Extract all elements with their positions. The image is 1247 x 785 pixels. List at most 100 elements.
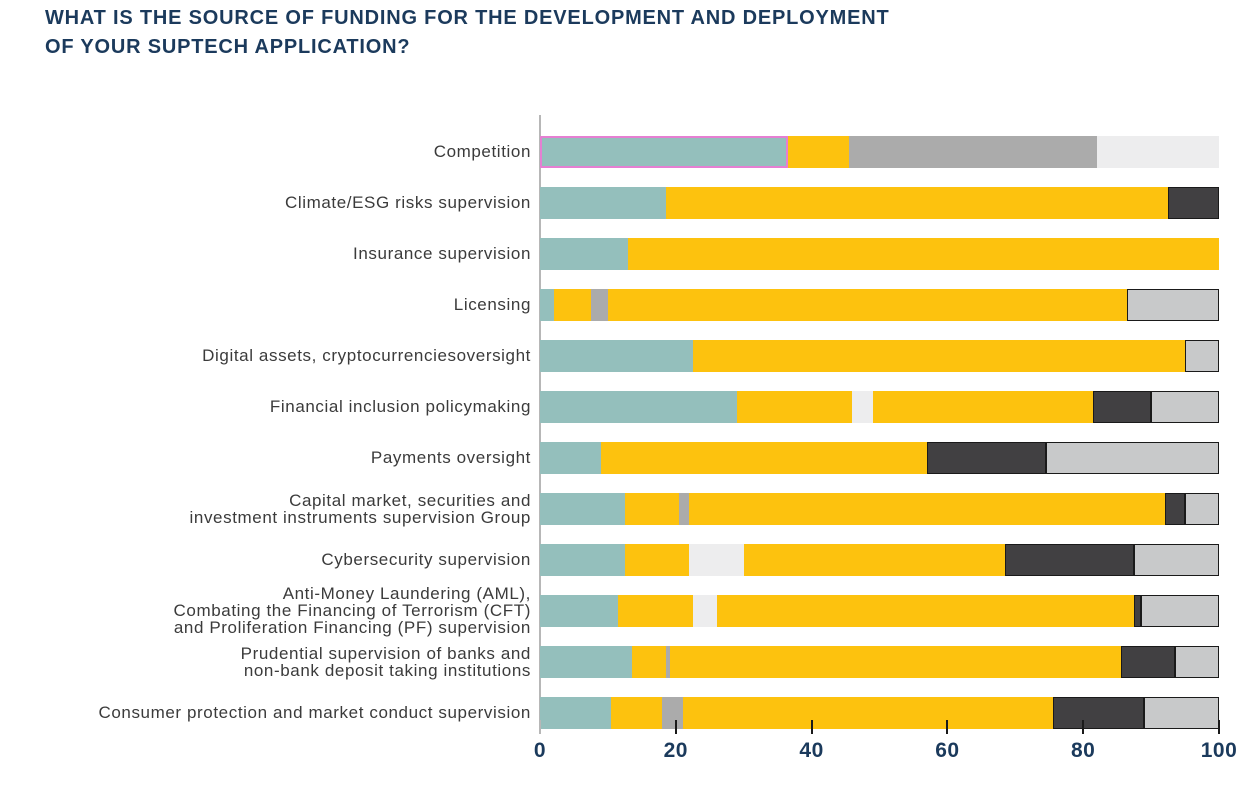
category-label: Insurance supervision (353, 244, 531, 263)
bar-segment-teal[interactable] (540, 492, 625, 525)
bar-row: Capital market, securities and investmen… (22, 483, 1219, 534)
bar-row: Cybersecurity supervision (22, 534, 1219, 585)
category-label: Cybersecurity supervision (321, 550, 531, 569)
bar-track (540, 135, 1219, 168)
bar-segment-yellow[interactable] (689, 492, 1165, 525)
bar-segment-yellow[interactable] (611, 696, 663, 729)
category-label: Payments oversight (370, 448, 531, 467)
bar-segment-yellow[interactable] (787, 135, 849, 168)
bar-segment-silver[interactable] (1127, 288, 1219, 321)
bar-track (540, 390, 1219, 423)
bar-segment-yellow[interactable] (716, 594, 1135, 627)
bar-row: Consumer protection and market conduct s… (22, 687, 1219, 738)
bar-segment-teal[interactable] (540, 543, 625, 576)
bar-row: Insurance supervision (22, 228, 1219, 279)
bar-row: Climate/ESG risks supervision (22, 177, 1219, 228)
bar-segment-teal[interactable] (540, 696, 612, 729)
category-label: Consumer protection and market conduct s… (98, 703, 531, 722)
x-axis-tick-label: 80 (1071, 739, 1096, 762)
bar-segment-palegray[interactable] (692, 594, 717, 627)
bar-segment-yellow[interactable] (743, 543, 1006, 576)
bar-segment-teal[interactable] (540, 645, 632, 678)
category-label: Anti-Money Laundering (AML), Combating t… (173, 584, 531, 637)
bar-track (540, 645, 1219, 678)
bar-segment-charcoal[interactable] (1164, 492, 1186, 525)
funding-stacked-bar-chart: Competition Climate/ESG risks supervision… (0, 115, 1247, 775)
bar-row: Payments oversight (22, 432, 1219, 483)
category-label: Digital assets, cryptocurrenciesoversigh… (202, 346, 531, 365)
bar-segment-gray[interactable] (590, 288, 608, 321)
bar-track (540, 696, 1219, 729)
bar-segment-gray[interactable] (679, 492, 690, 525)
bar-track (540, 288, 1219, 321)
bar-segment-charcoal[interactable] (1134, 594, 1141, 627)
bar-segment-yellow[interactable] (618, 594, 693, 627)
category-label: Capital market, securities and investmen… (189, 490, 531, 527)
bar-segment-silver[interactable] (1185, 339, 1219, 372)
bar-segment-yellow[interactable] (692, 339, 1186, 372)
bar-segment-silver[interactable] (1134, 543, 1219, 576)
x-axis-tick (1082, 720, 1085, 734)
bar-rows: Competition Climate/ESG risks supervision… (22, 126, 1219, 738)
bar-row: Competition (22, 126, 1219, 177)
category-label: Financial inclusion policymaking (269, 397, 531, 416)
bar-segment-teal[interactable] (540, 288, 554, 321)
bar-segment-gray[interactable] (848, 135, 1097, 168)
bar-segment-silver[interactable] (1045, 441, 1219, 474)
bar-segment-silver[interactable] (1185, 492, 1219, 525)
bar-segment-teal-selected[interactable] (540, 135, 788, 168)
bar-segment-yellow[interactable] (682, 696, 1053, 729)
bar-segment-teal[interactable] (540, 237, 629, 270)
bar-segment-gray[interactable] (662, 696, 683, 729)
bar-segment-charcoal[interactable] (1120, 645, 1175, 678)
bar-segment-yellow[interactable] (872, 390, 1094, 423)
x-axis-tick-label: 60 (935, 739, 960, 762)
bar-track (540, 186, 1219, 219)
bar-segment-charcoal[interactable] (1005, 543, 1135, 576)
bar-segment-silver[interactable] (1144, 696, 1219, 729)
bar-segment-charcoal[interactable] (1093, 390, 1152, 423)
bar-segment-yellow[interactable] (624, 492, 680, 525)
x-axis-tick (946, 720, 949, 734)
bar-segment-teal[interactable] (540, 594, 619, 627)
x-axis-tick-label: 40 (799, 739, 824, 762)
category-label: Prudential supervision of banks and non-… (240, 643, 531, 680)
bar-segment-charcoal[interactable] (1052, 696, 1145, 729)
bar-segment-charcoal[interactable] (1168, 186, 1219, 219)
bar-segment-yellow[interactable] (553, 288, 591, 321)
bar-segment-yellow[interactable] (607, 288, 1128, 321)
chart-title: WHAT IS THE SOURCE OF FUNDING FOR THE DE… (45, 7, 890, 58)
bar-segment-palegray[interactable] (1096, 135, 1219, 168)
bar-track (540, 594, 1219, 627)
bar-segment-yellow[interactable] (631, 645, 666, 678)
bar-segment-charcoal[interactable] (927, 441, 1046, 474)
bar-track (540, 339, 1219, 372)
bar-segment-gray[interactable] (665, 645, 671, 678)
bar-row: Digital assets, cryptocurrenciesoversigh… (22, 330, 1219, 381)
bar-segment-teal[interactable] (540, 339, 693, 372)
bar-track (540, 492, 1219, 525)
bar-segment-teal[interactable] (540, 186, 666, 219)
category-label: Licensing (453, 295, 531, 314)
y-axis-line (539, 115, 541, 732)
bar-segment-palegray[interactable] (852, 390, 873, 423)
x-axis-tick (539, 720, 541, 734)
bar-segment-yellow[interactable] (624, 543, 690, 576)
x-axis-tick-label: 20 (663, 739, 688, 762)
bar-segment-silver[interactable] (1140, 594, 1219, 627)
bar-segment-silver[interactable] (1174, 645, 1219, 678)
bar-segment-teal[interactable] (540, 390, 737, 423)
bar-segment-yellow[interactable] (670, 645, 1121, 678)
bar-segment-yellow[interactable] (736, 390, 853, 423)
x-axis-tick (810, 720, 813, 734)
x-axis-tick-label: 100 (1200, 739, 1238, 762)
bar-segment-teal[interactable] (540, 441, 602, 474)
bar-segment-yellow[interactable] (601, 441, 928, 474)
bar-segment-silver[interactable] (1151, 390, 1219, 423)
bar-segment-yellow[interactable] (628, 237, 1219, 270)
bar-segment-palegray[interactable] (689, 543, 744, 576)
bar-segment-yellow[interactable] (665, 186, 1169, 219)
x-axis-tick-label: 0 (533, 739, 547, 762)
bar-row: Licensing (22, 279, 1219, 330)
